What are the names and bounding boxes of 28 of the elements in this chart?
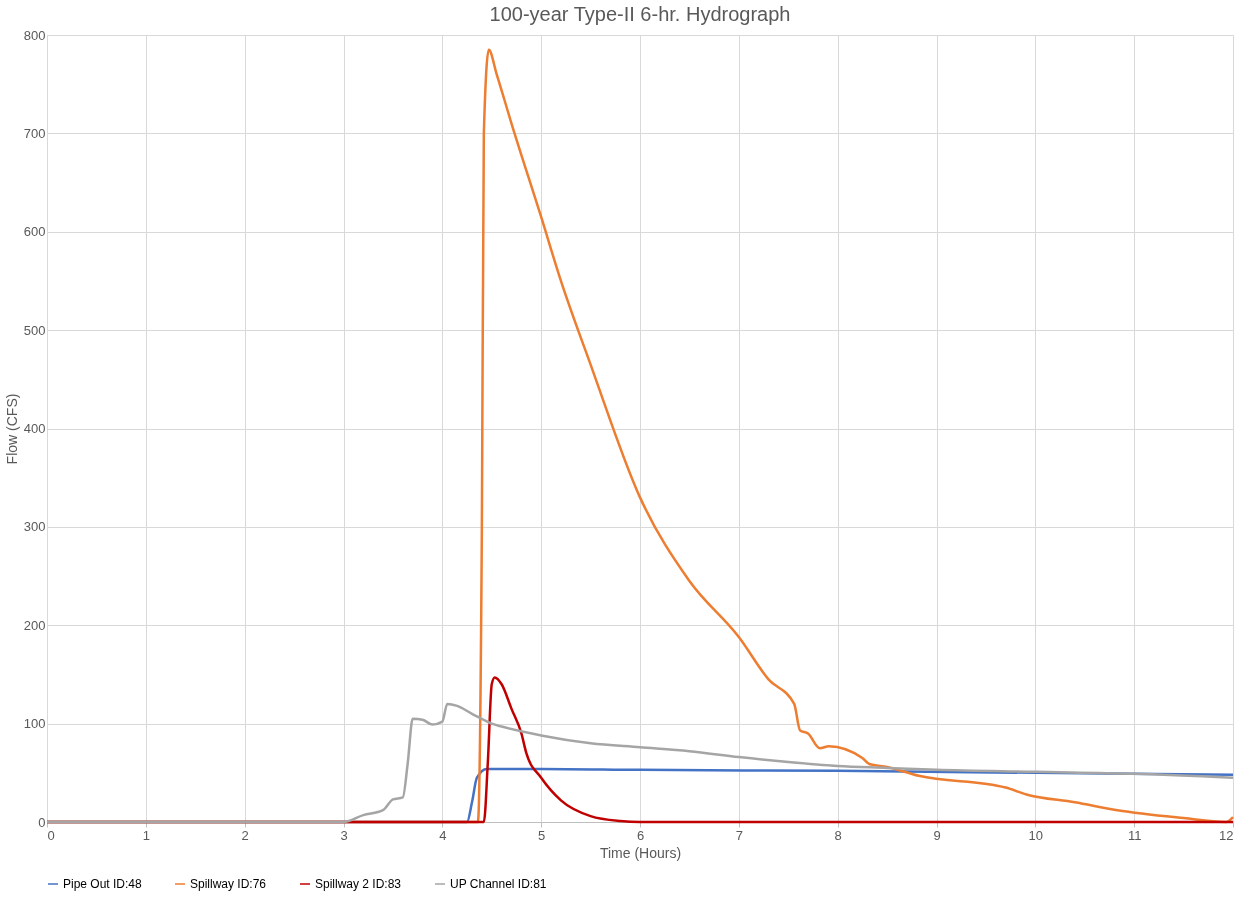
y-tick-label: 800 xyxy=(23,27,46,43)
legend-label: Pipe Out ID:48 xyxy=(63,877,143,891)
y-tick-label: 300 xyxy=(23,519,46,535)
x-tick-label: 9 xyxy=(933,827,941,843)
y-tick-label: 400 xyxy=(23,421,46,436)
x-tick-label: 12 xyxy=(1219,827,1234,843)
x-axis-title: Time (Hours) xyxy=(599,844,682,861)
legend-label: Spillway 2 ID:83 xyxy=(315,877,402,891)
y-tick-label: 700 xyxy=(23,125,46,141)
legend-label: UP Channel ID:81 xyxy=(450,877,547,891)
y-tick-label: 500 xyxy=(23,322,46,338)
legend-label: Spillway ID:76 xyxy=(190,877,267,891)
y-tick-label: 200 xyxy=(23,617,46,633)
x-tick-label: 2 xyxy=(241,827,249,843)
y-tick-label: 0 xyxy=(38,814,46,830)
chart-title: 100-year Type-II 6-hr. Hydrograph xyxy=(489,3,791,25)
x-tick-label: 3 xyxy=(340,827,348,843)
y-axis-title: Flow (CFS) xyxy=(3,393,20,465)
x-tick-label: 6 xyxy=(636,827,645,843)
x-tick-label: 8 xyxy=(834,827,842,843)
x-tick-label: 7 xyxy=(735,827,743,843)
x-tick-label: 5 xyxy=(538,827,546,843)
y-tick-label: 100 xyxy=(23,716,46,732)
y-tick-label: 600 xyxy=(23,224,46,240)
x-tick-label: 1 xyxy=(142,827,150,843)
x-tick-label: 4 xyxy=(439,827,447,843)
x-tick-label: 11 xyxy=(1127,827,1142,843)
x-tick-label: 10 xyxy=(1028,827,1044,843)
